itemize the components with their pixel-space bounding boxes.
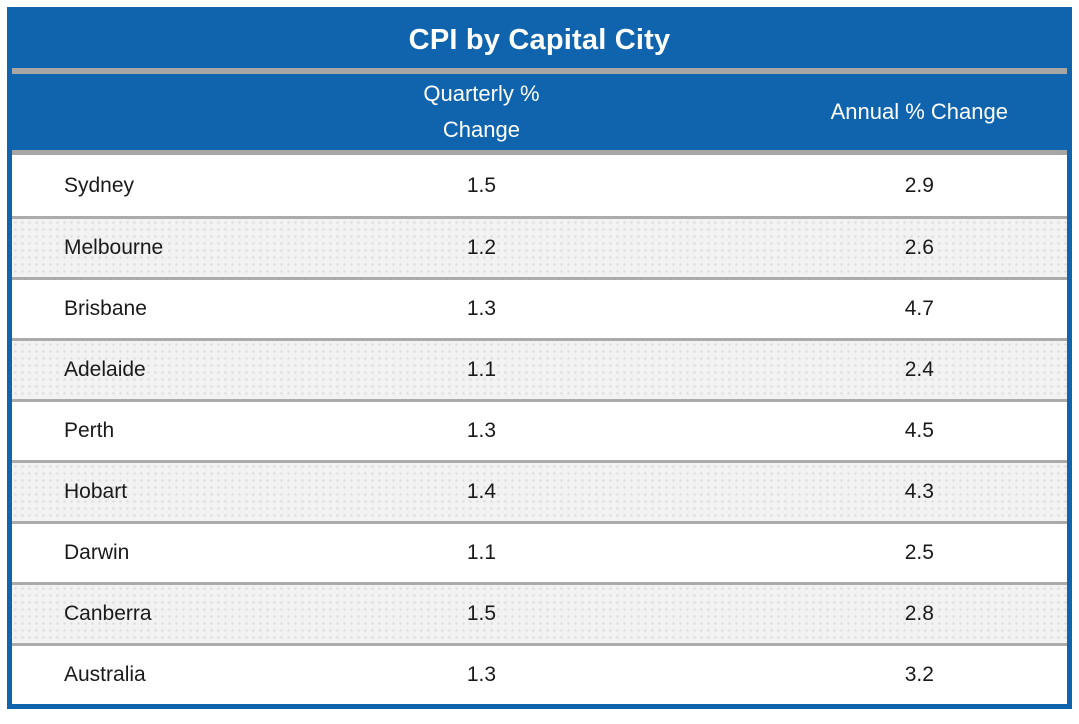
cpi-table: CPI by Capital City Quarterly % Change A… <box>7 7 1072 709</box>
table-title-band: CPI by Capital City <box>12 12 1067 68</box>
table-row: Canberra 1.5 2.8 <box>12 582 1067 643</box>
city-cell: Canberra <box>64 602 152 625</box>
header-divider <box>12 150 1067 155</box>
table-row: Perth 1.3 4.5 <box>12 399 1067 460</box>
city-cell: Hobart <box>64 480 128 503</box>
city-cell: Melbourne <box>64 236 164 259</box>
quarterly-change-cell: 1.5 <box>466 602 497 625</box>
city-cell: Sydney <box>64 173 135 197</box>
city-cell: Adelaide <box>64 358 146 381</box>
quarterly-change-cell: 1.2 <box>466 236 497 259</box>
table-body: Sydney 1.5 2.9 Melbourne 1.2 2.6 Brisbane 1.3 4.… <box>12 155 1067 704</box>
quarterly-change-cell: 1.1 <box>466 541 497 564</box>
title-divider <box>12 68 1067 74</box>
city-cell: Darwin <box>64 541 130 564</box>
table-row: Adelaide 1.1 2.4 <box>12 338 1067 399</box>
annual-change-cell: 2.5 <box>904 541 934 564</box>
annual-change-cell: 2.4 <box>904 358 934 381</box>
annual-change-cell: 2.6 <box>904 236 934 259</box>
header-annual-change: Annual % Change <box>830 98 1008 124</box>
annual-change-cell: 4.7 <box>904 297 934 320</box>
annual-change-cell: 4.5 <box>904 419 934 442</box>
quarterly-change-cell: 1.4 <box>466 480 497 503</box>
table-header-row: Quarterly % Change Annual % Change <box>12 74 1067 150</box>
quarterly-change-cell: 1.1 <box>466 358 497 381</box>
annual-change-cell: 2.9 <box>904 173 934 197</box>
table-row: Hobart 1.4 4.3 <box>12 460 1067 521</box>
header-quarterly-change: Quarterly % Change <box>191 76 771 149</box>
table-row: Sydney 1.5 2.9 <box>12 155 1067 216</box>
table-title: CPI by Capital City <box>408 23 671 56</box>
city-cell: Perth <box>64 419 115 442</box>
table-row: Darwin 1.1 2.5 <box>12 521 1067 582</box>
header-quarterly-change-label: Quarterly % Change <box>423 80 540 142</box>
city-cell: Australia <box>64 663 146 686</box>
quarterly-change-cell: 1.5 <box>466 173 497 197</box>
quarterly-change-cell: 1.3 <box>466 419 497 442</box>
annual-change-cell: 4.3 <box>904 480 934 503</box>
quarterly-change-cell: 1.3 <box>466 663 497 686</box>
table-row: Melbourne 1.2 2.6 <box>12 216 1067 277</box>
annual-change-cell: 3.2 <box>904 663 934 686</box>
table-row: Australia 1.3 3.2 <box>12 643 1067 704</box>
city-cell: Brisbane <box>64 297 147 320</box>
table-row: Brisbane 1.3 4.7 <box>12 277 1067 338</box>
quarterly-change-cell: 1.3 <box>466 297 497 320</box>
annual-change-cell: 2.8 <box>904 602 934 625</box>
